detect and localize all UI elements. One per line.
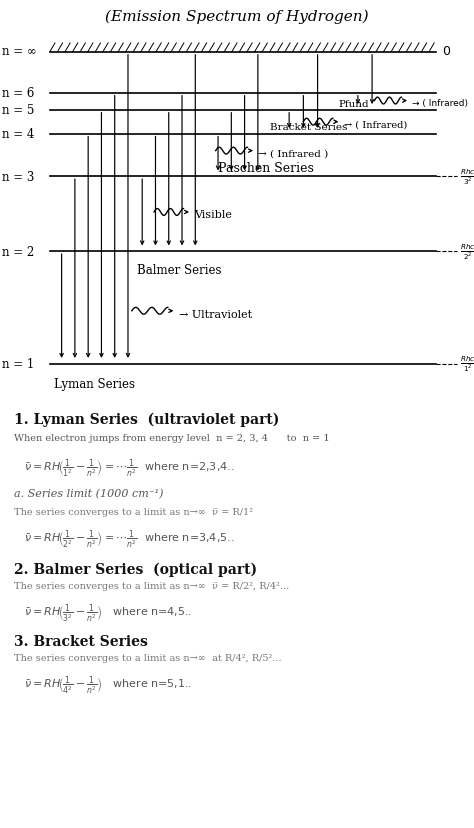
Text: n = 1: n = 1 [2, 358, 35, 371]
Text: When electron jumps from energy level  n = 2, 3, 4      to  n = 1: When electron jumps from energy level n … [14, 433, 330, 442]
Text: $\bar{\nu} = RH\!\left(\frac{1}{4^2} - \frac{1}{n^2}\right)$   where n=5,1..: $\bar{\nu} = RH\!\left(\frac{1}{4^2} - \… [24, 674, 192, 696]
Text: Balmer Series: Balmer Series [137, 264, 222, 277]
Text: $\frac{Rhc}{3^2}$: $\frac{Rhc}{3^2}$ [460, 167, 474, 187]
Text: The series converges to a limit as n→∞  at R/4², R/5²...: The series converges to a limit as n→∞ a… [14, 652, 282, 662]
Text: n = ∞: n = ∞ [2, 45, 37, 57]
Text: 0: 0 [442, 45, 450, 57]
Text: The series converges to a limit as n→∞  ν̅ = R/1²: The series converges to a limit as n→∞ ν… [14, 507, 253, 516]
Text: → ( Infrared ): → ( Infrared ) [258, 149, 328, 158]
Text: n = 4: n = 4 [2, 128, 35, 141]
Text: Lyman Series: Lyman Series [55, 378, 135, 391]
Text: a. Series limit (1000 cm⁻¹): a. Series limit (1000 cm⁻¹) [14, 488, 164, 498]
Text: 1. Lyman Series  (ultraviolet part): 1. Lyman Series (ultraviolet part) [14, 412, 280, 426]
Text: Bracket Series: Bracket Series [270, 123, 347, 132]
Text: $\frac{Rhc}{1^2}$: $\frac{Rhc}{1^2}$ [460, 354, 474, 374]
Text: $\bar{\nu} = RH\!\left(\frac{1}{2^2} - \frac{1}{n^2}\right) = \cdots\frac{1}{n^2: $\bar{\nu} = RH\!\left(\frac{1}{2^2} - \… [24, 528, 234, 551]
Text: n = 3: n = 3 [2, 171, 35, 184]
Text: Pfund: Pfund [339, 100, 370, 109]
Text: (Emission Spectrum of Hydrogen): (Emission Spectrum of Hydrogen) [105, 10, 369, 24]
Text: n = 2: n = 2 [2, 245, 35, 258]
Text: → ( Infrared): → ( Infrared) [412, 99, 468, 108]
Text: $\frac{Rhc}{2^2}$: $\frac{Rhc}{2^2}$ [460, 242, 474, 262]
Text: → ( Infrared): → ( Infrared) [344, 120, 407, 129]
Text: n = 5: n = 5 [2, 104, 35, 117]
Text: Visible: Visible [194, 209, 232, 219]
Text: → Ultraviolet: → Ultraviolet [179, 310, 252, 320]
Text: 2. Balmer Series  (optical part): 2. Balmer Series (optical part) [14, 562, 257, 576]
Text: n = 6: n = 6 [2, 87, 35, 100]
Text: $\bar{\nu} = RH\!\left(\frac{1}{1^2} - \frac{1}{n^2}\right) = \cdots\frac{1}{n^2: $\bar{\nu} = RH\!\left(\frac{1}{1^2} - \… [24, 456, 234, 479]
Text: Paschen Series: Paschen Series [218, 162, 314, 175]
Text: The series converges to a limit as n→∞  ν̅ = R/2², R/4²...: The series converges to a limit as n→∞ ν… [14, 581, 290, 590]
Text: 3. Bracket Series: 3. Bracket Series [14, 633, 148, 647]
Text: $\bar{\nu} = RH\!\left(\frac{1}{3^2} - \frac{1}{n^2}\right)$   where n=4,5..: $\bar{\nu} = RH\!\left(\frac{1}{3^2} - \… [24, 602, 192, 624]
